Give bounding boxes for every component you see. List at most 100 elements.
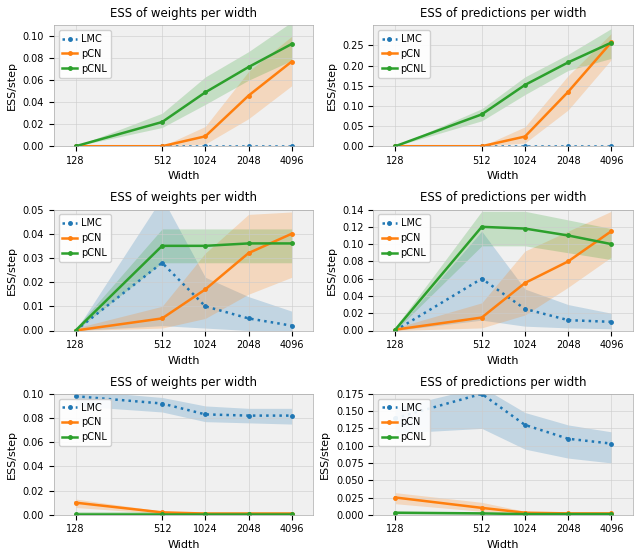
pCN bbox=[202, 510, 209, 517]
pCNL bbox=[521, 511, 529, 517]
pCN bbox=[288, 58, 296, 65]
Line: pCNL: pCNL bbox=[394, 511, 613, 516]
LMC bbox=[288, 323, 296, 329]
pCNL bbox=[288, 240, 296, 247]
pCNL bbox=[607, 241, 615, 247]
LMC bbox=[478, 390, 486, 397]
LMC bbox=[72, 327, 79, 334]
pCN bbox=[244, 92, 252, 99]
pCN bbox=[478, 505, 486, 511]
Title: ESS of predictions per width: ESS of predictions per width bbox=[420, 191, 586, 204]
Line: pCNL: pCNL bbox=[394, 41, 613, 148]
Y-axis label: ESS/step: ESS/step bbox=[7, 246, 17, 295]
pCNL bbox=[478, 510, 486, 517]
pCNL bbox=[521, 225, 529, 232]
pCN bbox=[72, 143, 79, 150]
Legend: LMC, pCN, pCNL: LMC, pCN, pCNL bbox=[378, 214, 430, 262]
LMC bbox=[244, 143, 252, 150]
Legend: LMC, pCN, pCNL: LMC, pCN, pCNL bbox=[378, 30, 430, 77]
Line: pCN: pCN bbox=[74, 501, 294, 515]
X-axis label: Width: Width bbox=[487, 540, 520, 550]
Line: pCNL: pCNL bbox=[74, 42, 294, 148]
LMC bbox=[521, 306, 529, 312]
X-axis label: Width: Width bbox=[487, 356, 520, 366]
pCNL bbox=[288, 41, 296, 47]
pCN bbox=[478, 314, 486, 321]
pCNL bbox=[202, 89, 209, 96]
Title: ESS of predictions per width: ESS of predictions per width bbox=[420, 7, 586, 20]
X-axis label: Width: Width bbox=[167, 540, 200, 550]
pCN bbox=[521, 509, 529, 516]
Line: LMC: LMC bbox=[394, 277, 613, 332]
LMC bbox=[202, 303, 209, 310]
LMC bbox=[72, 143, 79, 150]
Legend: LMC, pCN, pCNL: LMC, pCN, pCNL bbox=[59, 30, 111, 77]
LMC bbox=[607, 319, 615, 325]
LMC bbox=[607, 440, 615, 447]
Line: LMC: LMC bbox=[394, 392, 613, 446]
Legend: LMC, pCN, pCNL: LMC, pCN, pCNL bbox=[59, 399, 111, 446]
pCN bbox=[202, 286, 209, 293]
pCNL bbox=[202, 510, 209, 517]
LMC bbox=[158, 400, 166, 407]
LMC bbox=[158, 260, 166, 266]
pCN bbox=[244, 250, 252, 256]
pCNL bbox=[72, 327, 79, 334]
pCN bbox=[288, 231, 296, 237]
Line: pCN: pCN bbox=[74, 60, 294, 148]
Y-axis label: ESS/step: ESS/step bbox=[326, 61, 337, 110]
LMC bbox=[244, 315, 252, 322]
pCNL bbox=[244, 510, 252, 517]
Line: LMC: LMC bbox=[74, 261, 294, 332]
pCNL bbox=[478, 223, 486, 230]
pCN bbox=[521, 280, 529, 286]
LMC bbox=[521, 143, 529, 150]
pCN bbox=[158, 509, 166, 516]
pCN bbox=[564, 510, 572, 517]
Y-axis label: ESS/step: ESS/step bbox=[321, 430, 330, 479]
pCN bbox=[288, 510, 296, 517]
Line: pCN: pCN bbox=[394, 496, 613, 515]
pCN bbox=[158, 315, 166, 322]
LMC bbox=[244, 412, 252, 419]
Line: pCN: pCN bbox=[74, 232, 294, 332]
pCN bbox=[72, 327, 79, 334]
pCN bbox=[392, 143, 399, 150]
Line: pCNL: pCNL bbox=[74, 512, 294, 515]
Y-axis label: ESS/step: ESS/step bbox=[7, 430, 17, 479]
pCN bbox=[607, 39, 615, 46]
pCNL bbox=[564, 232, 572, 239]
LMC bbox=[202, 411, 209, 418]
LMC bbox=[158, 143, 166, 150]
Line: LMC: LMC bbox=[74, 144, 294, 148]
LMC bbox=[607, 143, 615, 150]
pCNL bbox=[244, 240, 252, 247]
Line: pCNL: pCNL bbox=[74, 242, 294, 332]
pCNL bbox=[244, 63, 252, 70]
pCNL bbox=[158, 242, 166, 249]
pCNL bbox=[288, 510, 296, 517]
Title: ESS of predictions per width: ESS of predictions per width bbox=[420, 375, 586, 388]
pCN bbox=[392, 326, 399, 333]
pCNL bbox=[392, 143, 399, 150]
Legend: LMC, pCN, pCNL: LMC, pCN, pCNL bbox=[59, 214, 111, 262]
pCN bbox=[202, 133, 209, 140]
pCN bbox=[607, 228, 615, 234]
LMC bbox=[564, 436, 572, 442]
Title: ESS of weights per width: ESS of weights per width bbox=[110, 375, 257, 388]
Y-axis label: ESS/step: ESS/step bbox=[326, 246, 337, 295]
pCNL bbox=[158, 510, 166, 517]
X-axis label: Width: Width bbox=[487, 172, 520, 182]
LMC bbox=[72, 393, 79, 399]
LMC bbox=[392, 327, 399, 334]
X-axis label: Width: Width bbox=[167, 172, 200, 182]
LMC bbox=[478, 143, 486, 150]
pCN bbox=[244, 510, 252, 517]
pCN bbox=[564, 89, 572, 95]
pCNL bbox=[564, 511, 572, 517]
Title: ESS of weights per width: ESS of weights per width bbox=[110, 7, 257, 20]
LMC bbox=[478, 275, 486, 282]
Title: ESS of weights per width: ESS of weights per width bbox=[110, 191, 257, 204]
LMC bbox=[521, 422, 529, 428]
LMC bbox=[288, 143, 296, 150]
